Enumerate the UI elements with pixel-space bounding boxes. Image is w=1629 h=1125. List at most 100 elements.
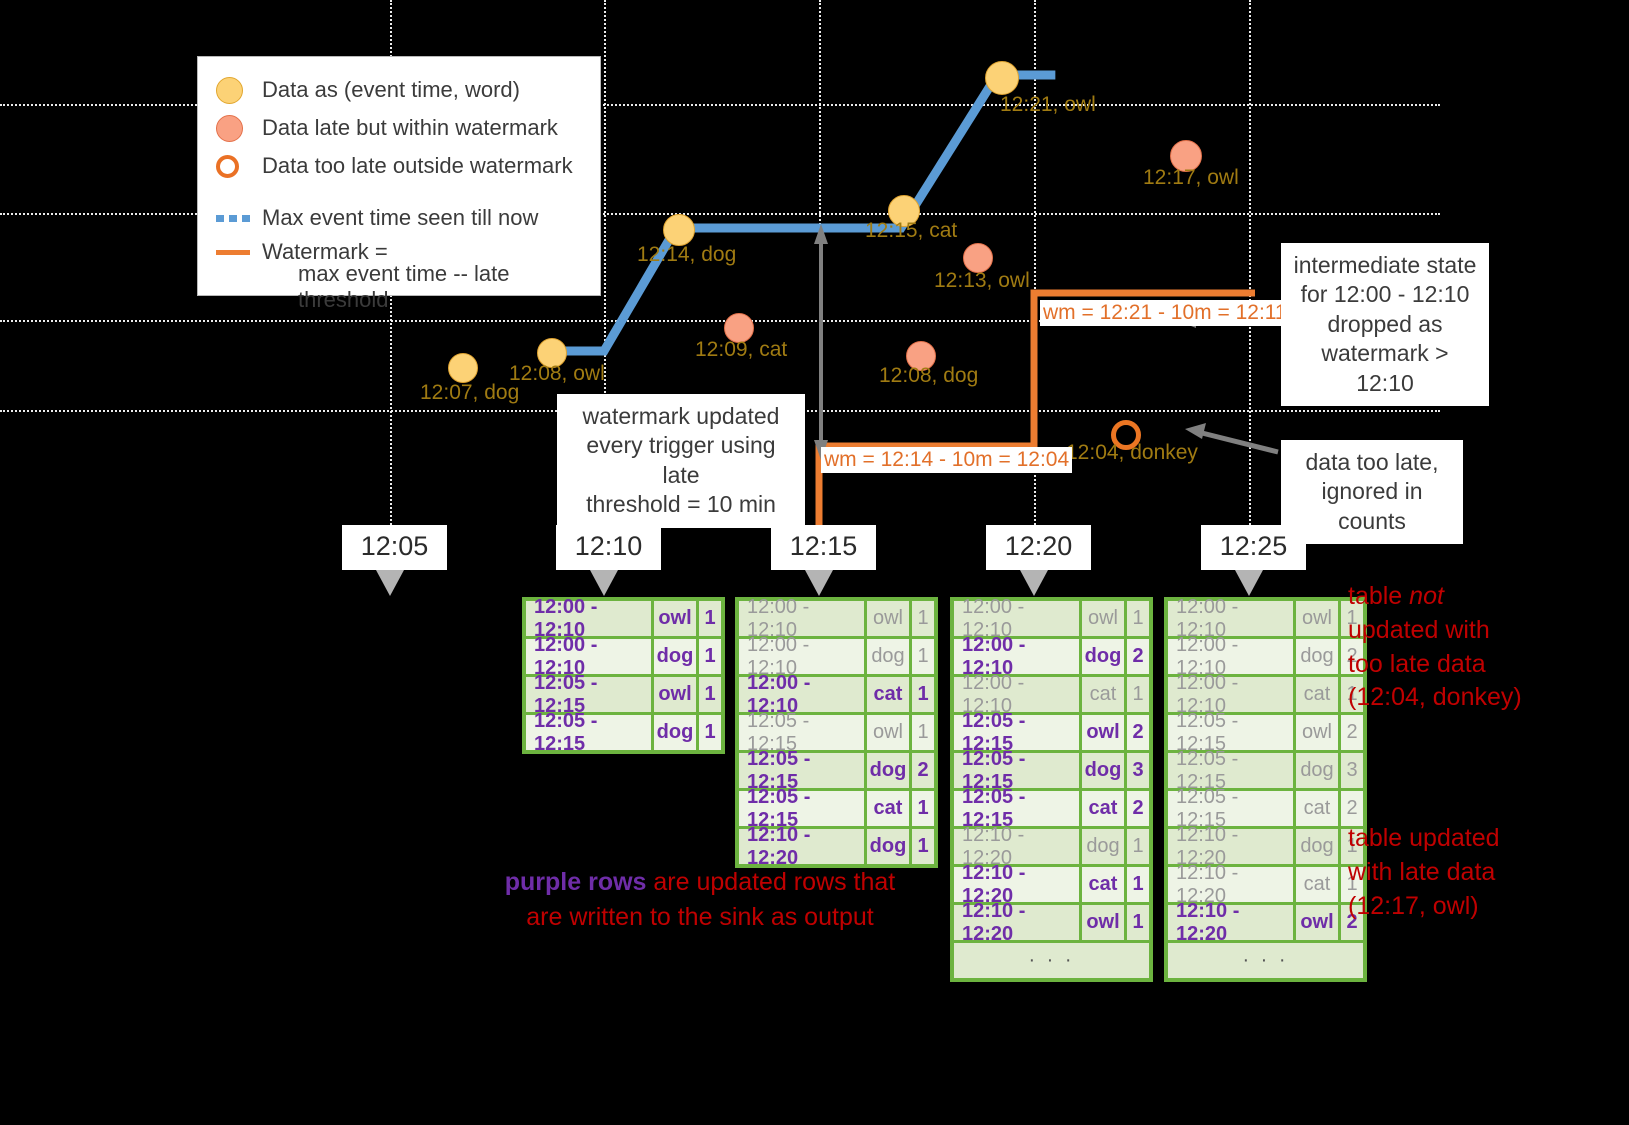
cell-window: 12:10 - 12:20 bbox=[954, 862, 1079, 907]
cell-count: 2 bbox=[1127, 715, 1149, 750]
table-row: 12:05 - 12:15 cat 2 bbox=[1168, 786, 1363, 831]
cell-word: cat bbox=[1296, 791, 1338, 826]
cell-word: dog bbox=[1296, 829, 1338, 864]
callout-intermediate-state: intermediate state for 12:00 - 12:10 dro… bbox=[1281, 243, 1489, 407]
cell-ellipsis: · · · bbox=[954, 943, 1149, 978]
cell-word: dog bbox=[654, 639, 696, 674]
table-row: 12:05 - 12:15 owl 2 bbox=[1168, 710, 1363, 755]
table-row: 12:05 - 12:15 dog 3 bbox=[1168, 748, 1363, 793]
cell-count: 3 bbox=[1341, 753, 1363, 788]
table-row: 12:05 - 12:15 owl 2 bbox=[954, 710, 1149, 755]
cell-window: 12:10 - 12:20 bbox=[954, 900, 1079, 945]
cell-window: 12:05 - 12:15 bbox=[739, 786, 864, 831]
cell-word: cat bbox=[1082, 867, 1124, 902]
data-point bbox=[906, 341, 936, 371]
cell-count: 1 bbox=[699, 639, 721, 674]
legend-item-data: Data as (event time, word) bbox=[216, 71, 584, 109]
cell-window: 12:00 - 12:10 bbox=[1168, 634, 1293, 679]
cell-word: owl bbox=[867, 715, 909, 750]
result-table-1220: 12:00 - 12:10 owl 1 12:00 - 12:10 dog 2 12:00 … bbox=[950, 596, 1153, 982]
data-point-label: 12:08, dog bbox=[879, 364, 979, 387]
orange-dot-icon bbox=[216, 114, 262, 142]
cell-word: owl bbox=[1082, 715, 1124, 750]
cell-count: 2 bbox=[1341, 905, 1363, 940]
cell-window: 12:05 - 12:15 bbox=[1168, 786, 1293, 831]
table-row: 12:10 - 12:20 cat 1 bbox=[1168, 862, 1363, 907]
cell-window: 12:10 - 12:20 bbox=[1168, 824, 1293, 869]
cell-window: 12:00 - 12:10 bbox=[526, 596, 651, 641]
cell-count: 1 bbox=[1127, 867, 1149, 902]
table-row: 12:10 - 12:20 dog 1 bbox=[954, 824, 1149, 869]
table-row: 12:00 - 12:10 dog 1 bbox=[526, 634, 721, 679]
cell-window: 12:00 - 12:10 bbox=[954, 634, 1079, 679]
table-row: 12:05 - 12:15 dog 2 bbox=[739, 748, 934, 793]
cell-window: 12:10 - 12:20 bbox=[954, 824, 1079, 869]
cell-word: dog bbox=[1296, 639, 1338, 674]
legend: Data as (event time, word) Data late but… bbox=[197, 56, 601, 312]
cell-word: dog bbox=[1082, 753, 1124, 788]
data-point-label: 12:14, dog bbox=[637, 243, 737, 266]
legend-item-too-late: Data too late outside watermark bbox=[216, 147, 584, 185]
time-axis-1205: 12:05 bbox=[342, 525, 447, 570]
table-row: 12:05 - 12:15 owl 1 bbox=[739, 710, 934, 755]
table-row: 12:00 - 12:10 cat 1 bbox=[954, 672, 1149, 717]
data-point-label: 12:15, cat bbox=[865, 219, 958, 242]
cell-word: dog bbox=[654, 715, 696, 750]
cell-word: owl bbox=[1296, 601, 1338, 636]
legend-sublabel: max event time -- late threshold bbox=[298, 261, 510, 312]
yellow-dot-icon bbox=[216, 76, 262, 104]
cell-count: 2 bbox=[912, 753, 934, 788]
cell-count: 1 bbox=[912, 639, 934, 674]
time-axis-1220: 12:20 bbox=[986, 525, 1091, 570]
cell-word: owl bbox=[1082, 601, 1124, 636]
cell-window: 12:00 - 12:10 bbox=[739, 672, 864, 717]
legend-item-max-event-time: Max event time seen till now bbox=[216, 199, 584, 237]
result-table-1215: 12:00 - 12:10 owl 1 12:00 - 12:10 dog 1 12:00 … bbox=[735, 596, 938, 869]
data-point bbox=[985, 61, 1019, 95]
cell-window: 12:00 - 12:10 bbox=[526, 634, 651, 679]
legend-label: Data late but within watermark bbox=[262, 115, 558, 140]
legend-item-late-within: Data late but within watermark bbox=[216, 109, 584, 147]
cell-word: cat bbox=[1296, 677, 1338, 712]
hollow-dot-icon bbox=[216, 154, 262, 178]
cell-count: 1 bbox=[699, 715, 721, 750]
table-row: 12:05 - 12:15 dog 1 bbox=[526, 710, 721, 755]
cell-count: 1 bbox=[912, 677, 934, 712]
cell-word: cat bbox=[1082, 677, 1124, 712]
data-point bbox=[663, 214, 695, 246]
result-table-1210: 12:00 - 12:10 owl 1 12:00 - 12:10 dog 1 12:05 … bbox=[522, 596, 725, 755]
cell-count: 1 bbox=[1127, 829, 1149, 864]
cell-window: 12:10 - 12:20 bbox=[739, 824, 864, 869]
cell-count: 1 bbox=[699, 677, 721, 712]
table-row: 12:00 - 12:10 dog 1 bbox=[739, 634, 934, 679]
cell-word: cat bbox=[867, 791, 909, 826]
cell-word: cat bbox=[1296, 867, 1338, 902]
table-row: 12:05 - 12:15 dog 3 bbox=[954, 748, 1149, 793]
cell-count: 1 bbox=[1127, 677, 1149, 712]
caption-purple-text: purple rows bbox=[504, 868, 647, 896]
callout-data-too-late: data too late, ignored in counts bbox=[1281, 440, 1463, 545]
cell-word: dog bbox=[1082, 639, 1124, 674]
table-row: 12:10 - 12:20 dog 1 bbox=[1168, 824, 1363, 869]
table-row: 12:00 - 12:10 dog 2 bbox=[954, 634, 1149, 679]
table-row: 12:05 - 12:15 owl 1 bbox=[526, 672, 721, 717]
callout-watermark-updated: watermark updated every trigger using la… bbox=[557, 394, 805, 528]
cell-count: 1 bbox=[1341, 829, 1363, 864]
table-row: 12:10 - 12:20 cat 1 bbox=[954, 862, 1149, 907]
table-row: 12:05 - 12:15 cat 1 bbox=[739, 786, 934, 831]
legend-label: Max event time seen till now bbox=[262, 205, 539, 230]
cell-word: owl bbox=[654, 677, 696, 712]
cell-ellipsis: · · · bbox=[1168, 943, 1363, 978]
legend-label: Data too late outside watermark bbox=[262, 153, 573, 178]
caption-purple-rows: purple rows are updated rows that are wr… bbox=[490, 865, 910, 935]
orange-line-icon bbox=[216, 249, 262, 255]
cell-count: 2 bbox=[1341, 791, 1363, 826]
cell-word: dog bbox=[1082, 829, 1124, 864]
data-point bbox=[724, 313, 754, 343]
cell-word: dog bbox=[1296, 753, 1338, 788]
note-not-updated: table not updated with too late data (12… bbox=[1348, 580, 1618, 715]
cell-window: 12:05 - 12:15 bbox=[1168, 710, 1293, 755]
cell-word: dog bbox=[867, 829, 909, 864]
cell-window: 12:00 - 12:10 bbox=[954, 672, 1079, 717]
